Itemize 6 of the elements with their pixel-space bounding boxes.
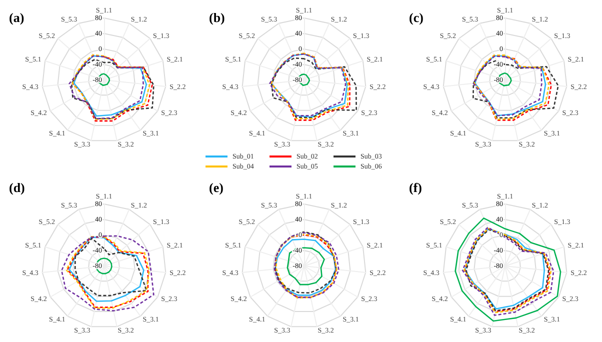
chart-title: (d): [9, 180, 25, 195]
chart-title: (c): [409, 10, 424, 25]
chart-title: (f): [409, 180, 422, 195]
chart-title: (e): [209, 180, 224, 195]
chart-title: (a): [9, 10, 24, 25]
chart-title: (b): [209, 10, 225, 25]
